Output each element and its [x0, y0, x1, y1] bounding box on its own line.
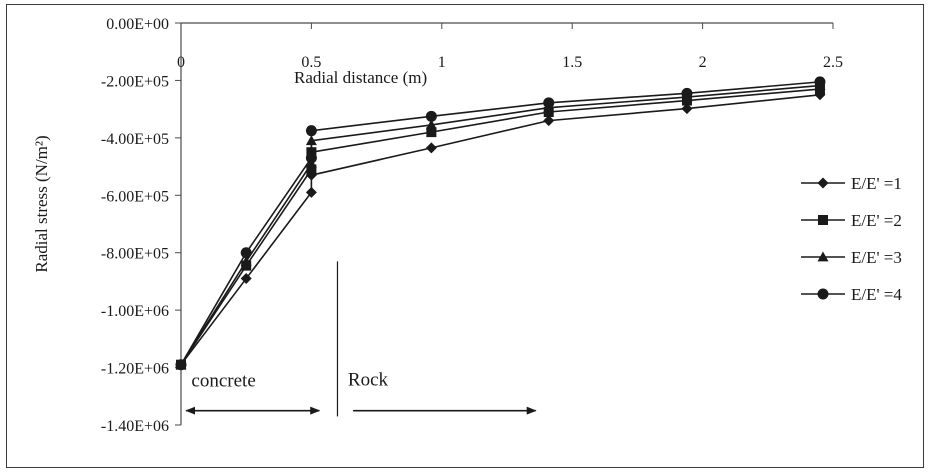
diamond-marker	[681, 103, 693, 115]
legend-item-3: E/E' =3	[801, 248, 902, 267]
square-marker	[306, 164, 317, 175]
y-tick-label: -1.20E+06	[101, 361, 169, 378]
series-1	[175, 89, 826, 371]
y-tick-label: -1.40E+06	[101, 418, 169, 435]
circle-marker	[817, 288, 829, 300]
diamond-marker	[425, 142, 437, 154]
chart-frame: 0.00E+00 -2.00E+05 -4.00E+05 -6.00E+05 -8.00…	[6, 4, 924, 468]
x-tick-label: 2	[699, 54, 707, 71]
diamond-marker	[817, 177, 829, 189]
legend-label: E/E' =3	[851, 248, 902, 267]
y-tick-label: -4.00E+05	[101, 131, 169, 148]
legend-label: E/E' =4	[851, 285, 902, 304]
square-marker	[818, 215, 828, 225]
triangle-marker	[817, 251, 829, 262]
concrete-label: concrete	[191, 371, 255, 392]
series-3	[175, 80, 826, 370]
circle-marker	[175, 359, 187, 371]
y-tick-label: -8.00E+05	[101, 246, 169, 263]
diamond-marker	[305, 186, 317, 198]
legend-item-2: E/E' =2	[801, 211, 902, 230]
legend-item-1: E/E' =1	[801, 174, 902, 193]
series-2	[176, 84, 825, 370]
diamond-marker	[543, 115, 555, 127]
x-tick-label: 0	[177, 54, 185, 71]
series-line	[180, 84, 821, 366]
y-tick-label: -1.00E+06	[101, 303, 169, 320]
series-line	[180, 81, 821, 366]
y-axis-title: Radial stress (N/m²)	[32, 135, 51, 272]
y-tick-label: -6.00E+05	[101, 188, 169, 205]
circle-marker	[681, 87, 693, 99]
x-tick-label: 0.5	[301, 54, 321, 71]
circle-marker	[305, 125, 317, 137]
legend-label: E/E' =2	[851, 211, 902, 230]
circle-marker	[543, 97, 555, 109]
series-line	[180, 88, 821, 366]
circle-marker	[814, 76, 826, 88]
rock-label: Rock	[348, 370, 389, 391]
diamond-marker	[240, 273, 252, 285]
legend-label: E/E' =1	[851, 174, 902, 193]
circle-marker	[240, 247, 252, 259]
y-tick-label: -2.00E+05	[101, 73, 169, 90]
triangle-marker	[425, 119, 437, 130]
series-4	[175, 76, 826, 371]
legend-item-4: E/E' =4	[801, 285, 902, 304]
y-tick-label: 0.00E+00	[106, 16, 169, 33]
triangle-marker	[240, 255, 252, 266]
series-line	[180, 93, 821, 366]
x-tick-label: 1	[438, 54, 446, 71]
x-tick-label: 2.5	[823, 54, 843, 71]
circle-marker	[305, 152, 317, 164]
square-marker	[426, 127, 437, 138]
x-axis-title: Radial distance (m)	[294, 68, 427, 87]
circle-marker	[425, 110, 437, 122]
x-tick-label: 1.5	[562, 54, 582, 71]
radial-stress-chart: 0.00E+00 -2.00E+05 -4.00E+05 -6.00E+05 -8.00…	[32, 16, 902, 435]
